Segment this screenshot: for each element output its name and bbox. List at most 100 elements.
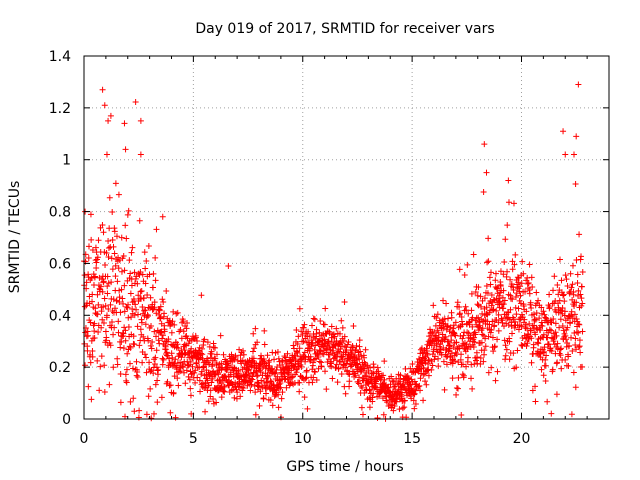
data-point bbox=[405, 375, 412, 382]
data-point bbox=[216, 376, 223, 383]
data-point bbox=[548, 410, 555, 417]
data-point bbox=[157, 315, 164, 322]
data-point bbox=[411, 405, 418, 412]
y-tick-label: 0 bbox=[62, 412, 71, 428]
data-point bbox=[207, 354, 214, 361]
data-point bbox=[100, 229, 107, 236]
data-point bbox=[150, 270, 157, 277]
data-point bbox=[401, 397, 408, 404]
data-point bbox=[99, 316, 106, 323]
data-point bbox=[151, 410, 157, 417]
data-point bbox=[107, 342, 114, 349]
data-point bbox=[207, 387, 214, 394]
data-point bbox=[103, 312, 110, 319]
data-point bbox=[523, 277, 530, 284]
data-point bbox=[548, 319, 555, 326]
data-point bbox=[541, 311, 548, 318]
data-point bbox=[440, 358, 447, 365]
data-point bbox=[187, 348, 194, 355]
data-point bbox=[118, 268, 125, 275]
data-point bbox=[513, 364, 520, 371]
data-point bbox=[204, 355, 211, 362]
data-point bbox=[184, 320, 191, 327]
data-point bbox=[170, 308, 177, 315]
data-point bbox=[105, 245, 112, 252]
data-point bbox=[557, 352, 564, 359]
data-point bbox=[318, 363, 325, 370]
x-axis-label: GPS time / hours bbox=[286, 459, 403, 475]
data-point bbox=[572, 180, 579, 187]
data-point bbox=[340, 337, 347, 344]
data-point bbox=[345, 339, 352, 346]
data-point bbox=[519, 311, 526, 318]
y-tick-label: 0.4 bbox=[49, 308, 71, 324]
data-point bbox=[177, 368, 184, 375]
data-point bbox=[526, 290, 533, 297]
data-point bbox=[452, 349, 459, 356]
data-point bbox=[122, 146, 129, 153]
data-point bbox=[543, 352, 550, 359]
data-point bbox=[345, 370, 352, 377]
data-point bbox=[302, 354, 309, 361]
data-point bbox=[553, 332, 560, 339]
data-point bbox=[512, 294, 519, 301]
data-point bbox=[576, 337, 583, 344]
data-point bbox=[575, 344, 582, 351]
data-point bbox=[572, 384, 579, 391]
data-point bbox=[143, 369, 150, 376]
data-point bbox=[88, 236, 95, 243]
data-point bbox=[165, 336, 172, 343]
data-point bbox=[274, 349, 281, 356]
data-point bbox=[119, 295, 126, 302]
data-point bbox=[487, 281, 494, 288]
data-point bbox=[425, 372, 432, 379]
data-point bbox=[137, 326, 144, 333]
data-point bbox=[172, 414, 179, 421]
data-point bbox=[478, 303, 485, 310]
data-point bbox=[348, 363, 355, 370]
data-point bbox=[523, 325, 530, 332]
data-point bbox=[159, 355, 166, 362]
data-point bbox=[343, 360, 350, 367]
data-point bbox=[463, 363, 470, 370]
data-point bbox=[191, 369, 198, 376]
data-point bbox=[269, 402, 276, 409]
data-point bbox=[152, 381, 159, 388]
data-point bbox=[535, 297, 542, 304]
data-point bbox=[131, 408, 138, 415]
data-point bbox=[254, 339, 261, 346]
data-point bbox=[248, 381, 255, 388]
data-point bbox=[486, 274, 493, 281]
data-point bbox=[495, 311, 502, 318]
data-point bbox=[85, 243, 92, 250]
data-point bbox=[96, 274, 103, 281]
data-point bbox=[391, 403, 398, 410]
data-point bbox=[148, 345, 155, 352]
data-point bbox=[111, 250, 118, 257]
data-point bbox=[122, 327, 129, 334]
data-point bbox=[470, 251, 477, 258]
data-point bbox=[350, 344, 357, 351]
data-point bbox=[350, 322, 357, 329]
data-point bbox=[463, 307, 470, 314]
data-point bbox=[296, 305, 303, 312]
data-point bbox=[528, 335, 535, 342]
data-point bbox=[564, 324, 571, 331]
data-point bbox=[160, 298, 167, 305]
data-point bbox=[478, 339, 485, 346]
data-point bbox=[485, 235, 492, 242]
data-point bbox=[415, 383, 422, 390]
data-point bbox=[175, 382, 182, 389]
data-point bbox=[538, 319, 545, 326]
data-point bbox=[518, 323, 525, 330]
data-point bbox=[483, 310, 490, 317]
data-point bbox=[493, 307, 500, 314]
data-point bbox=[108, 255, 115, 262]
data-point bbox=[458, 411, 465, 418]
data-point bbox=[554, 340, 561, 347]
data-point bbox=[494, 368, 501, 375]
data-point bbox=[341, 333, 348, 340]
data-point bbox=[381, 376, 388, 383]
data-point bbox=[189, 363, 196, 370]
